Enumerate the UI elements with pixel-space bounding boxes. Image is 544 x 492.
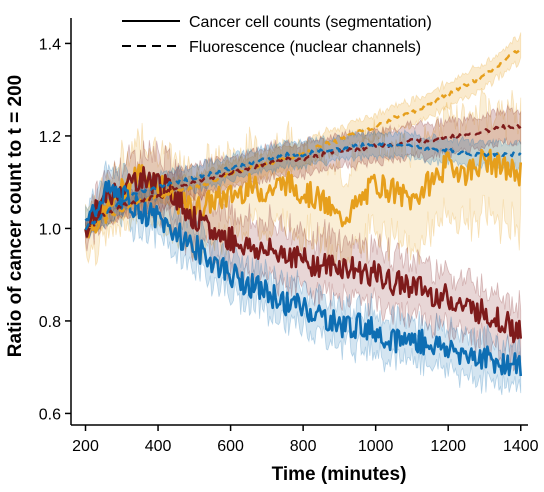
- legend: Cancer cell counts (segmentation) Fluore…: [122, 14, 432, 56]
- y-tick-label: 0.6: [39, 406, 61, 423]
- y-axis-title: Ratio of cancer count to t = 200: [5, 75, 26, 357]
- x-axis-title: Time (minutes): [272, 464, 407, 485]
- segmentation-line-1: [84, 165, 523, 344]
- x-ticks: 200 400 600 800 1000 1200 1400: [72, 425, 539, 455]
- y-tick-label: 0.8: [39, 314, 61, 331]
- x-tick-label: 600: [217, 438, 244, 455]
- x-tick-label: 800: [290, 438, 317, 455]
- y-tick-label: 1.2: [39, 129, 61, 146]
- fluorescence-line-3: [85, 46, 522, 229]
- fluorescence-line-5: [84, 142, 522, 231]
- fluorescence-line-4: [85, 123, 522, 231]
- segmentation-line-2: [84, 179, 523, 377]
- x-tick-label: 1400: [503, 438, 539, 455]
- y-tick-label: 1.4: [39, 36, 61, 53]
- axes: 200 400 600 800 1000 1200 1400 0.6 0.8 1.0 1.2 1.4: [39, 18, 539, 455]
- legend-label-segmentation: Cancer cell counts (segmentation): [189, 14, 432, 31]
- legend-label-fluorescence: Fluorescence (nuclear channels): [189, 39, 421, 56]
- series-lines: [84, 46, 523, 377]
- x-tick-label: 1200: [430, 438, 466, 455]
- fluorescence-band-5: [85, 128, 522, 240]
- x-tick-label: 400: [145, 438, 172, 455]
- x-tick-label: 1000: [358, 438, 394, 455]
- y-ticks: 0.6 0.8 1.0 1.2 1.4: [39, 36, 71, 423]
- y-tick-label: 1.0: [39, 221, 61, 238]
- segmentation-line-0: [84, 148, 523, 239]
- x-tick-label: 200: [72, 438, 99, 455]
